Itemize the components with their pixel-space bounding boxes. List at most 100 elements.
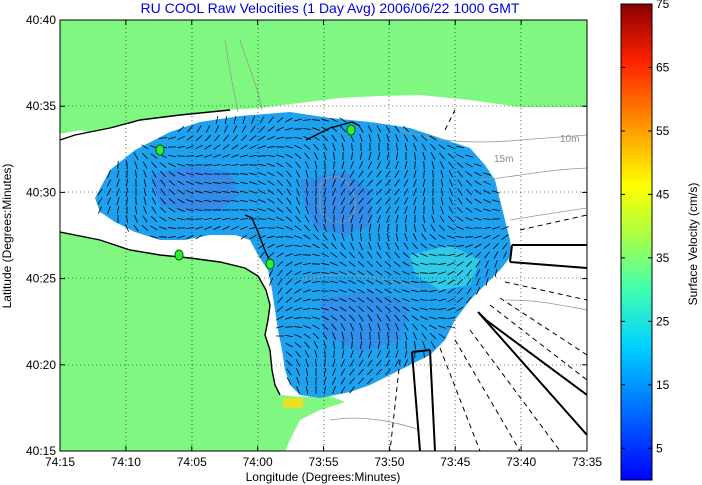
velocity-arrow [284,245,294,247]
velocity-arrow [177,163,185,167]
velocity-arrow [221,191,231,193]
velocity-arrow [385,206,391,214]
velocity-arrow [457,170,463,178]
velocity-arrow [249,135,257,141]
velocity-arrow [304,161,310,169]
velocity-arrow [276,179,284,187]
velocity-arrow [97,206,103,214]
velocity-arrow [177,171,185,177]
velocity-arrow [446,317,456,319]
velocity-arrow [126,196,128,206]
velocity-arrow [285,287,293,295]
velocity-arrow [126,160,128,170]
velocity-arrow [402,298,410,302]
velocity-arrow [339,280,347,284]
velocity-arrow [296,386,300,394]
velocity-arrow [396,142,398,152]
velocity-arrow [312,127,320,131]
velocity-arrow [302,119,312,121]
velocity-arrow [150,225,158,231]
velocity-arrow [483,208,491,212]
velocity-arrow [223,125,229,133]
velocity-arrow [285,306,293,312]
velocity-arrow [349,368,355,376]
velocity-arrow [258,172,266,176]
velocity-arrow [376,314,382,322]
velocity-arrow [447,153,455,159]
velocity-arrow [330,271,338,275]
velocity-arrow [269,278,273,286]
colorbar-ticks: 75 65 55 45 35 25 15 5 [621,0,670,455]
velocity-arrow [385,179,391,187]
radar-site-marker [174,249,184,261]
velocity-arrow [159,170,167,178]
velocity-arrow [158,236,168,238]
velocity-arrow [177,180,185,186]
velocity-arrow [349,251,355,259]
velocity-arrow [196,125,202,133]
velocity-arrow [438,289,446,293]
colorbar-tick-label: 75 [656,0,670,11]
velocity-arrow [413,179,417,187]
y-axis-label: Latitude (Degrees:Minutes) [0,164,14,309]
velocity-arrow [215,116,219,124]
velocity-arrow [249,234,257,240]
velocity-arrow [134,215,138,223]
velocity-arrow [411,271,419,275]
velocity-arrow [304,215,310,223]
velocity-arrow [222,154,230,158]
velocity-arrow [276,171,284,177]
velocity-arrow [384,305,392,313]
velocity-arrow [240,234,248,240]
velocity-arrow [311,280,321,284]
velocity-arrow [248,208,258,212]
velocity-arrow [385,125,391,133]
velocity-arrow [213,154,221,158]
velocity-arrow [276,207,284,213]
velocity-arrow [422,179,426,187]
velocity-arrow [221,200,231,202]
velocity-arrow [213,225,221,231]
velocity-arrow [456,261,464,267]
velocity-arrow [474,163,482,167]
velocity-arrow [332,368,336,376]
velocity-arrow [413,206,417,214]
velocity-arrow [277,269,283,277]
velocity-arrow [230,190,240,194]
colorbar-tick-label: 65 [656,60,670,74]
velocity-arrow [106,179,112,187]
velocity-arrow [357,297,365,303]
velocity-arrow [421,143,427,151]
velocity-arrow [393,270,401,276]
velocity-arrow [413,197,417,205]
velocity-arrow [456,206,464,214]
velocity-arrow [447,288,455,294]
velocity-arrow [285,145,293,149]
y-tick-label: 40:20 [26,358,56,372]
velocity-arrow [438,234,446,240]
velocity-arrow [323,386,327,394]
velocity-arrow [339,261,347,267]
velocity-arrow [348,297,356,303]
velocity-arrow [440,170,444,178]
velocity-arrow [331,233,337,241]
velocity-arrow [295,161,301,169]
velocity-arrow [276,306,284,312]
velocity-arrow [414,160,416,170]
velocity-arrow [324,358,326,368]
velocity-arrow [230,182,240,184]
velocity-arrow [230,217,240,221]
velocity-arrow [332,332,336,340]
velocity-arrow [366,297,374,303]
velocity-arrow [268,269,274,277]
velocity-arrow [330,262,338,266]
velocity-arrow [402,314,410,322]
velocity-arrow [394,314,400,322]
velocity-arrow [412,134,418,142]
velocity-arrow [203,181,213,185]
velocity-arrow [295,215,301,223]
velocity-arrow [385,368,391,376]
velocity-arrow [294,118,302,122]
velocity-arrow [276,325,284,329]
velocity-arrow [339,271,347,275]
